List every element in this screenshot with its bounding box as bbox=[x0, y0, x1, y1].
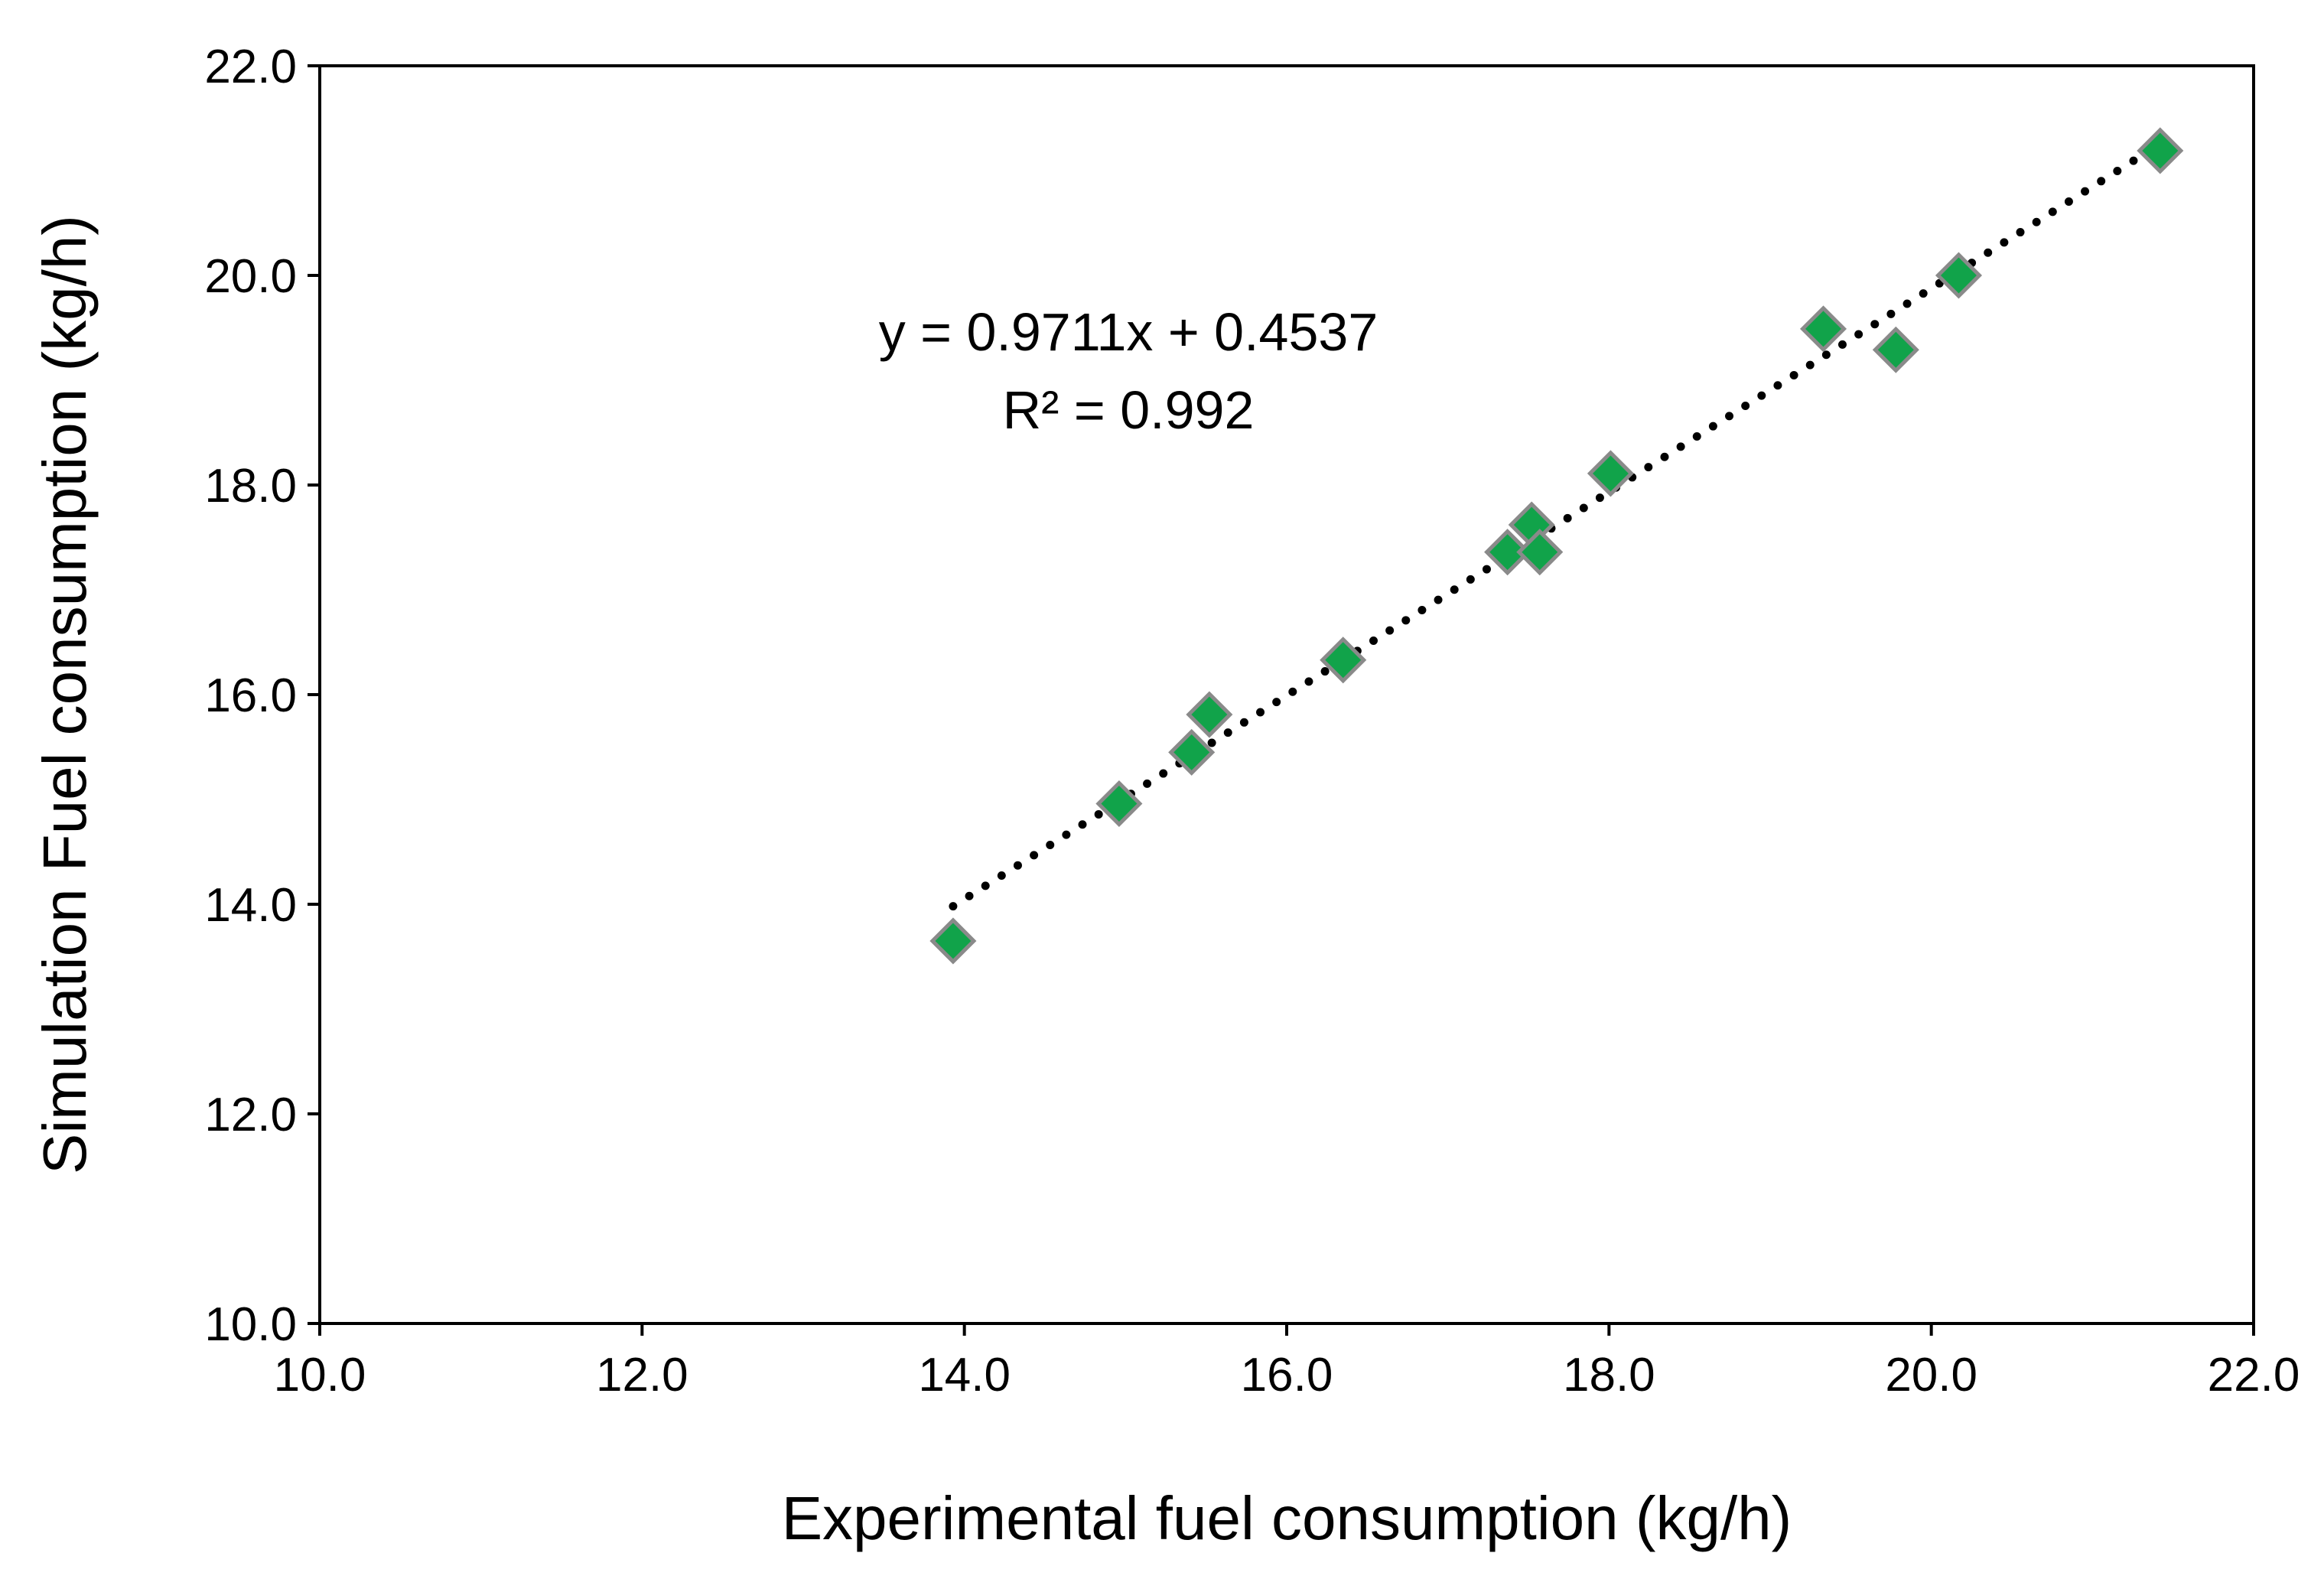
data-point bbox=[1186, 691, 1233, 738]
y-tick-label: 20.0 bbox=[204, 250, 297, 303]
y-tick-label: 22.0 bbox=[204, 41, 297, 93]
y-tick-label: 16.0 bbox=[204, 669, 297, 722]
trendline-r-squared: R² = 0.992 bbox=[1003, 380, 1255, 440]
data-points-layer bbox=[929, 127, 2184, 965]
data-point bbox=[1935, 252, 1983, 299]
data-point bbox=[1095, 780, 1143, 828]
data-point bbox=[1587, 450, 1634, 497]
x-tick-label: 12.0 bbox=[596, 1349, 688, 1402]
trendline-equation: y = 0.9711x + 0.4537 bbox=[879, 302, 1378, 362]
data-point bbox=[1320, 636, 1367, 684]
y-tick-label: 14.0 bbox=[204, 879, 297, 932]
x-axis-title: Experimental fuel consumption (kg/h) bbox=[782, 1484, 1792, 1552]
y-axis-ticks: 10.0 12.0 14.0 16.0 18.0 20.0 22.0 bbox=[204, 41, 320, 1351]
data-point bbox=[1168, 728, 1216, 776]
data-point bbox=[1516, 529, 1564, 576]
data-point bbox=[1799, 305, 1847, 353]
y-tick-label: 10.0 bbox=[204, 1298, 297, 1351]
y-axis-title: Simulation Fuel consumption (kg/h) bbox=[31, 215, 99, 1174]
data-point bbox=[1484, 529, 1531, 576]
data-point bbox=[1872, 326, 1919, 373]
x-tick-label: 16.0 bbox=[1241, 1349, 1333, 1402]
data-point bbox=[2137, 127, 2184, 174]
y-tick-label: 12.0 bbox=[204, 1089, 297, 1141]
data-point bbox=[929, 917, 977, 965]
x-tick-label: 22.0 bbox=[2208, 1349, 2300, 1402]
x-tick-label: 18.0 bbox=[1563, 1349, 1655, 1402]
x-axis-ticks: 10.0 12.0 14.0 16.0 18.0 20.0 22.0 bbox=[274, 1323, 2300, 1402]
x-tick-label: 14.0 bbox=[918, 1349, 1011, 1402]
x-tick-label: 20.0 bbox=[1885, 1349, 1977, 1402]
y-tick-label: 18.0 bbox=[204, 460, 297, 513]
x-tick-label: 10.0 bbox=[274, 1349, 366, 1402]
